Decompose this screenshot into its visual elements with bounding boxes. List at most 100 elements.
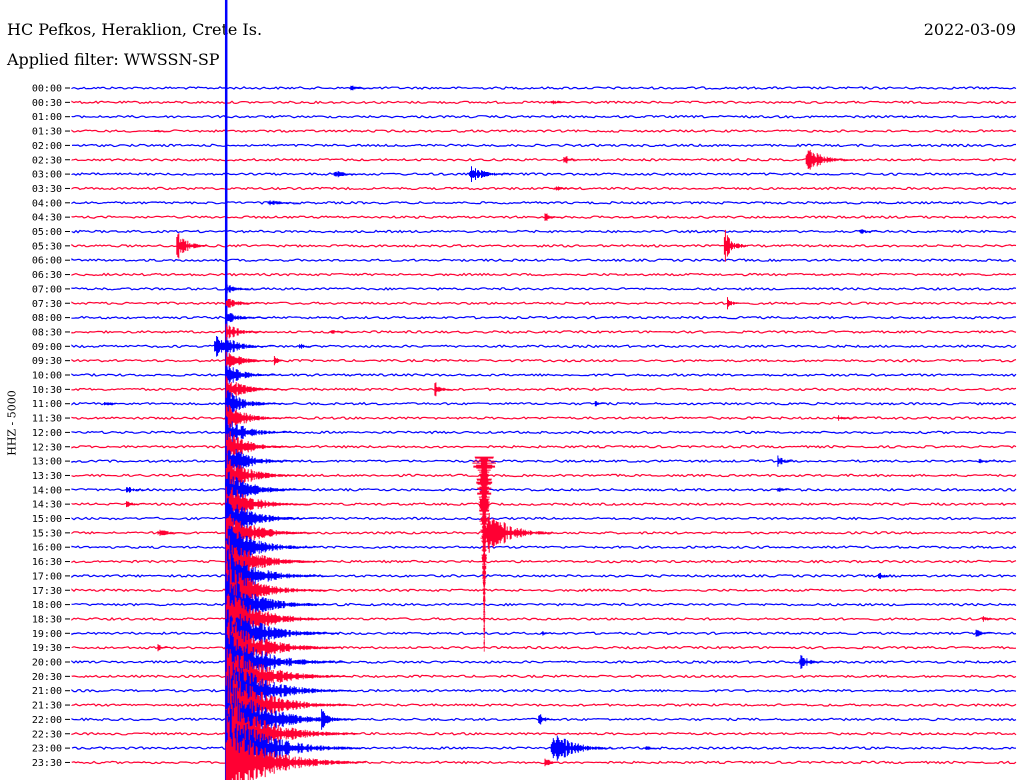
trace-row: [71, 617, 1017, 621]
event-burst: [157, 644, 173, 652]
trace-row: [71, 129, 1017, 133]
trace-row: [71, 401, 1017, 406]
trace-row: [71, 330, 1017, 334]
row-time-label: 15:00: [32, 514, 62, 525]
trace-row: [71, 703, 1017, 707]
row-time-label: 16:30: [32, 557, 62, 568]
event-burst: [777, 487, 793, 492]
row-time-label: 02:30: [32, 155, 62, 166]
trace-row: [71, 157, 1017, 162]
event-burst: [723, 229, 749, 262]
trace-row: [71, 344, 1017, 349]
row-time-label: 02:00: [32, 141, 62, 152]
trace-row: [71, 487, 1017, 492]
row-time-label: 19:00: [32, 629, 62, 640]
row-time-label: 16:00: [32, 543, 62, 554]
trace-row: [71, 258, 1017, 263]
row-time-label: 19:30: [32, 643, 62, 654]
row-time-label: 03:30: [32, 184, 62, 195]
event-burst: [225, 284, 267, 294]
row-time-label: 04:00: [32, 198, 62, 209]
trace-row: [71, 416, 1017, 420]
event-burst: [126, 487, 151, 493]
row-time-label: 12:30: [32, 442, 62, 453]
event-burst: [225, 312, 273, 323]
row-time-label: 05:30: [32, 241, 62, 252]
event-burst: [225, 376, 288, 403]
event-burst: [225, 415, 297, 449]
trace-row: [71, 301, 1017, 306]
event-burst: [805, 149, 853, 170]
event-burst: [330, 330, 356, 334]
event-burst: [225, 340, 279, 353]
event-burst: [550, 100, 576, 105]
trace-row: [71, 272, 1017, 277]
event-burst: [225, 497, 315, 540]
trace-row: [71, 688, 1017, 693]
event-burst: [777, 455, 796, 467]
trace-row: [71, 731, 1017, 736]
event-burst: [859, 229, 878, 234]
long-trace: [472, 456, 496, 652]
event-burst: [484, 513, 554, 553]
event-burst: [981, 616, 1000, 622]
row-time-label: 17:30: [32, 586, 62, 597]
row-time-label: 22:00: [32, 715, 62, 726]
row-time-label: 01:30: [32, 127, 62, 138]
trace-row: [71, 430, 1017, 435]
trace-row: [71, 387, 1017, 392]
row-time-label: 04:30: [32, 213, 62, 224]
event-burst: [299, 343, 315, 349]
row-time-label: 07:30: [32, 299, 62, 310]
trace-row: [71, 588, 1017, 593]
trace-row: [71, 545, 1017, 549]
event-burst: [225, 720, 366, 780]
event-burst: [550, 735, 613, 761]
trace-row: [71, 502, 1017, 507]
event-burst: [225, 323, 276, 341]
trace-row: [71, 559, 1017, 564]
trace-row: [71, 602, 1017, 607]
row-time-label: 22:30: [32, 729, 62, 740]
event-burst: [563, 156, 582, 164]
row-time-label: 20:00: [32, 658, 62, 669]
event-burst: [225, 366, 285, 384]
row-time-label: 07:00: [32, 284, 62, 295]
trace-row: [71, 186, 1017, 191]
trace-row: [71, 215, 1017, 219]
row-time-label: 14:00: [32, 485, 62, 496]
trace-row: [71, 315, 1017, 320]
row-time-label: 14:30: [32, 500, 62, 511]
row-time-label: 11:00: [32, 399, 62, 410]
trace-row: [71, 229, 1017, 234]
trace-row: [71, 358, 1017, 363]
row-time-label: 20:30: [32, 672, 62, 683]
event-burst: [104, 402, 129, 406]
trace-row: [71, 674, 1017, 679]
row-time-label: 23:00: [32, 744, 62, 755]
event-burst: [799, 655, 825, 669]
event-burst: [837, 415, 863, 421]
event-burst: [157, 529, 195, 536]
event-burst: [594, 401, 607, 407]
trace-row: [71, 287, 1017, 291]
event-burst: [878, 572, 895, 579]
row-time-label: 12:00: [32, 428, 62, 439]
event-burst: [267, 200, 304, 206]
row-time-label: 10:30: [32, 385, 62, 396]
event-burst: [544, 758, 560, 767]
event-burst: [349, 85, 375, 91]
event-burst: [975, 629, 994, 637]
row-time-label: 23:30: [32, 758, 62, 769]
event-burst: [978, 458, 1003, 464]
trace-row: [71, 114, 1017, 119]
row-time-label: 01:00: [32, 112, 62, 123]
trace-row: [71, 243, 1017, 248]
trace-row: [71, 645, 1017, 650]
event-burst: [553, 186, 585, 191]
event-burst: [225, 455, 306, 496]
event-burst: [154, 129, 170, 133]
row-time-label: 15:30: [32, 528, 62, 539]
row-time-label: 13:30: [32, 471, 62, 482]
